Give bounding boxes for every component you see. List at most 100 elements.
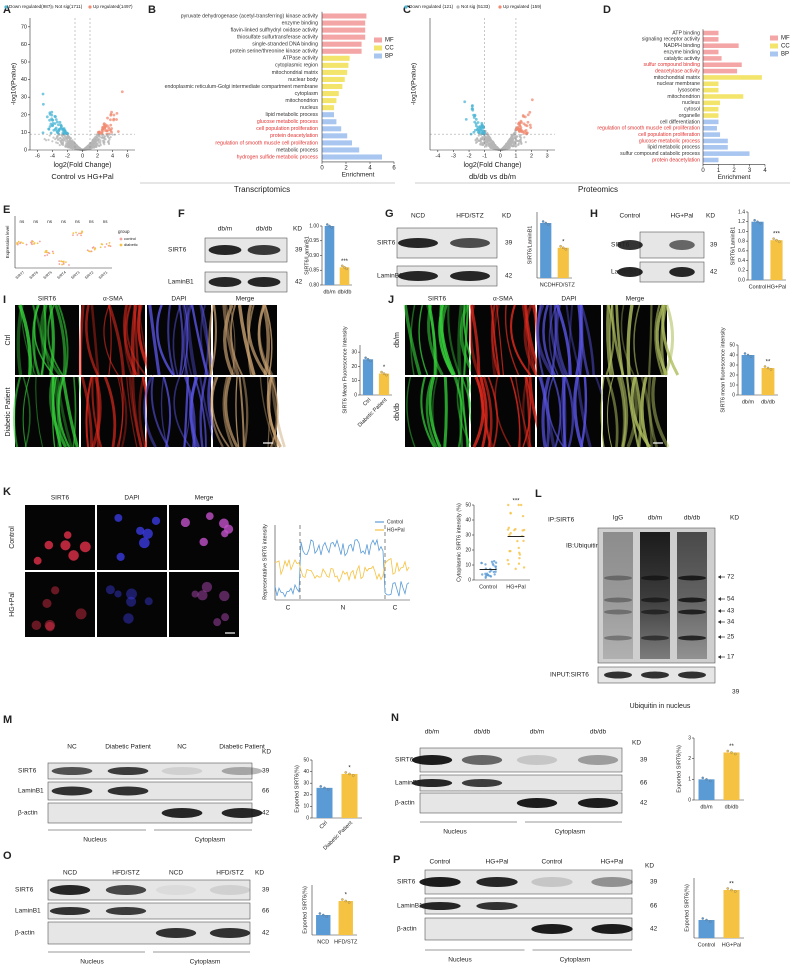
blot-band [155, 885, 197, 895]
blot-band [208, 277, 242, 287]
legend-label: CC [385, 46, 394, 52]
kd-value: 39 [732, 689, 740, 696]
lane-label: Control [542, 859, 564, 866]
replicate-dot [494, 565, 498, 568]
term-label: enzyme binding [664, 49, 700, 55]
profile-line [274, 558, 410, 583]
x-tick-label: Ctrl [319, 820, 329, 830]
significance: ** [729, 882, 734, 888]
lane-label: db/db [684, 515, 701, 522]
scatter-dot [63, 134, 66, 137]
blot-band [450, 271, 490, 281]
tissue-fiber [138, 376, 147, 448]
bar [703, 75, 762, 80]
y-tick-label: 30 [21, 95, 27, 101]
bar [703, 132, 721, 137]
blot-strip [204, 271, 288, 293]
tissue-fiber [509, 376, 521, 448]
lane-label: HFD/STZ [216, 870, 243, 877]
bar [703, 157, 719, 163]
y-tick-label: 0.95 [309, 238, 319, 244]
kd-label: KD [706, 213, 715, 220]
blot-band [49, 907, 91, 915]
profile-line [274, 538, 410, 598]
ns-label: ns [61, 219, 67, 224]
bar [322, 83, 343, 90]
y-tick-label: 1.4 [738, 209, 745, 215]
tissue-fiber [420, 376, 436, 448]
lane-label: NCD [169, 870, 183, 877]
channel-label: Merge [626, 296, 645, 303]
ns-label: ns [33, 219, 39, 224]
scatter-dot [59, 127, 62, 131]
tissue-fiber [193, 376, 207, 448]
replicate-dot [763, 365, 767, 368]
blot-band [221, 767, 263, 775]
scatter-dot [53, 122, 57, 125]
tissue-fiber [57, 376, 71, 448]
scatter-dot [59, 139, 62, 142]
scatter-dot [528, 123, 532, 127]
kd-label: KD [502, 213, 511, 220]
scatter-dot [50, 117, 54, 121]
tissue-fiber [172, 304, 181, 376]
bar [703, 30, 719, 36]
tissue-fiber [579, 304, 590, 376]
bar [751, 221, 764, 280]
expression-dot [44, 254, 46, 257]
tissue-fiber [651, 376, 670, 448]
cell [126, 596, 137, 607]
blot-band [221, 808, 263, 818]
scatter-dot [112, 113, 116, 117]
tissue-fiber [225, 304, 236, 376]
lane-label: db/m [218, 226, 232, 233]
tissue-fiber [576, 376, 592, 448]
tissue-fiber [40, 304, 62, 376]
y-tick-label: 0.6 [738, 248, 745, 254]
tissue-fiber [189, 376, 198, 448]
bar [324, 226, 335, 285]
cell [221, 529, 229, 538]
term-label: organelle [679, 113, 700, 119]
replicate-dot [347, 901, 351, 904]
tissue-fiber [615, 304, 625, 376]
blot-band [531, 924, 573, 934]
tissue-fiber [47, 304, 64, 376]
expression-dot [36, 242, 39, 245]
legend-dot [456, 5, 460, 9]
kd-value: 66 [650, 903, 658, 910]
scatter-dot [47, 127, 51, 131]
scatter-dot [530, 98, 534, 102]
y-axis-label: -log10(Pvalue) [411, 63, 418, 105]
tissue-fiber [626, 304, 634, 376]
tissue-fiber [270, 376, 286, 448]
row-label: β-actin [18, 810, 38, 817]
scatter-dot [67, 135, 71, 138]
scatter-dot [472, 113, 475, 117]
y-tick-label: 0.0 [738, 277, 745, 283]
y-tick-label: 50 [729, 342, 735, 348]
row-label: HG+Pal [9, 592, 16, 617]
significance: ** [729, 744, 734, 750]
scatter-dot [52, 136, 55, 139]
scatter-dot [99, 140, 102, 143]
arrow-head [718, 575, 721, 579]
replicate-dot [772, 237, 775, 240]
cell [42, 598, 52, 608]
legend-dot [50, 5, 54, 9]
channel-label: α-SMA [493, 296, 514, 303]
scatter-dot [41, 92, 45, 96]
cell [126, 588, 137, 600]
bar [703, 62, 742, 68]
scatter-dot [100, 134, 104, 137]
panel-letter: A [3, 4, 11, 16]
tissue-fiber [633, 376, 642, 448]
scatter-dot [112, 117, 116, 121]
bar [703, 56, 722, 61]
scatter-dot [91, 139, 94, 142]
tissue-fiber [33, 304, 55, 376]
y-tick-label: 0.4 [738, 258, 745, 264]
cell [136, 526, 145, 536]
scatter-dot [517, 129, 521, 133]
